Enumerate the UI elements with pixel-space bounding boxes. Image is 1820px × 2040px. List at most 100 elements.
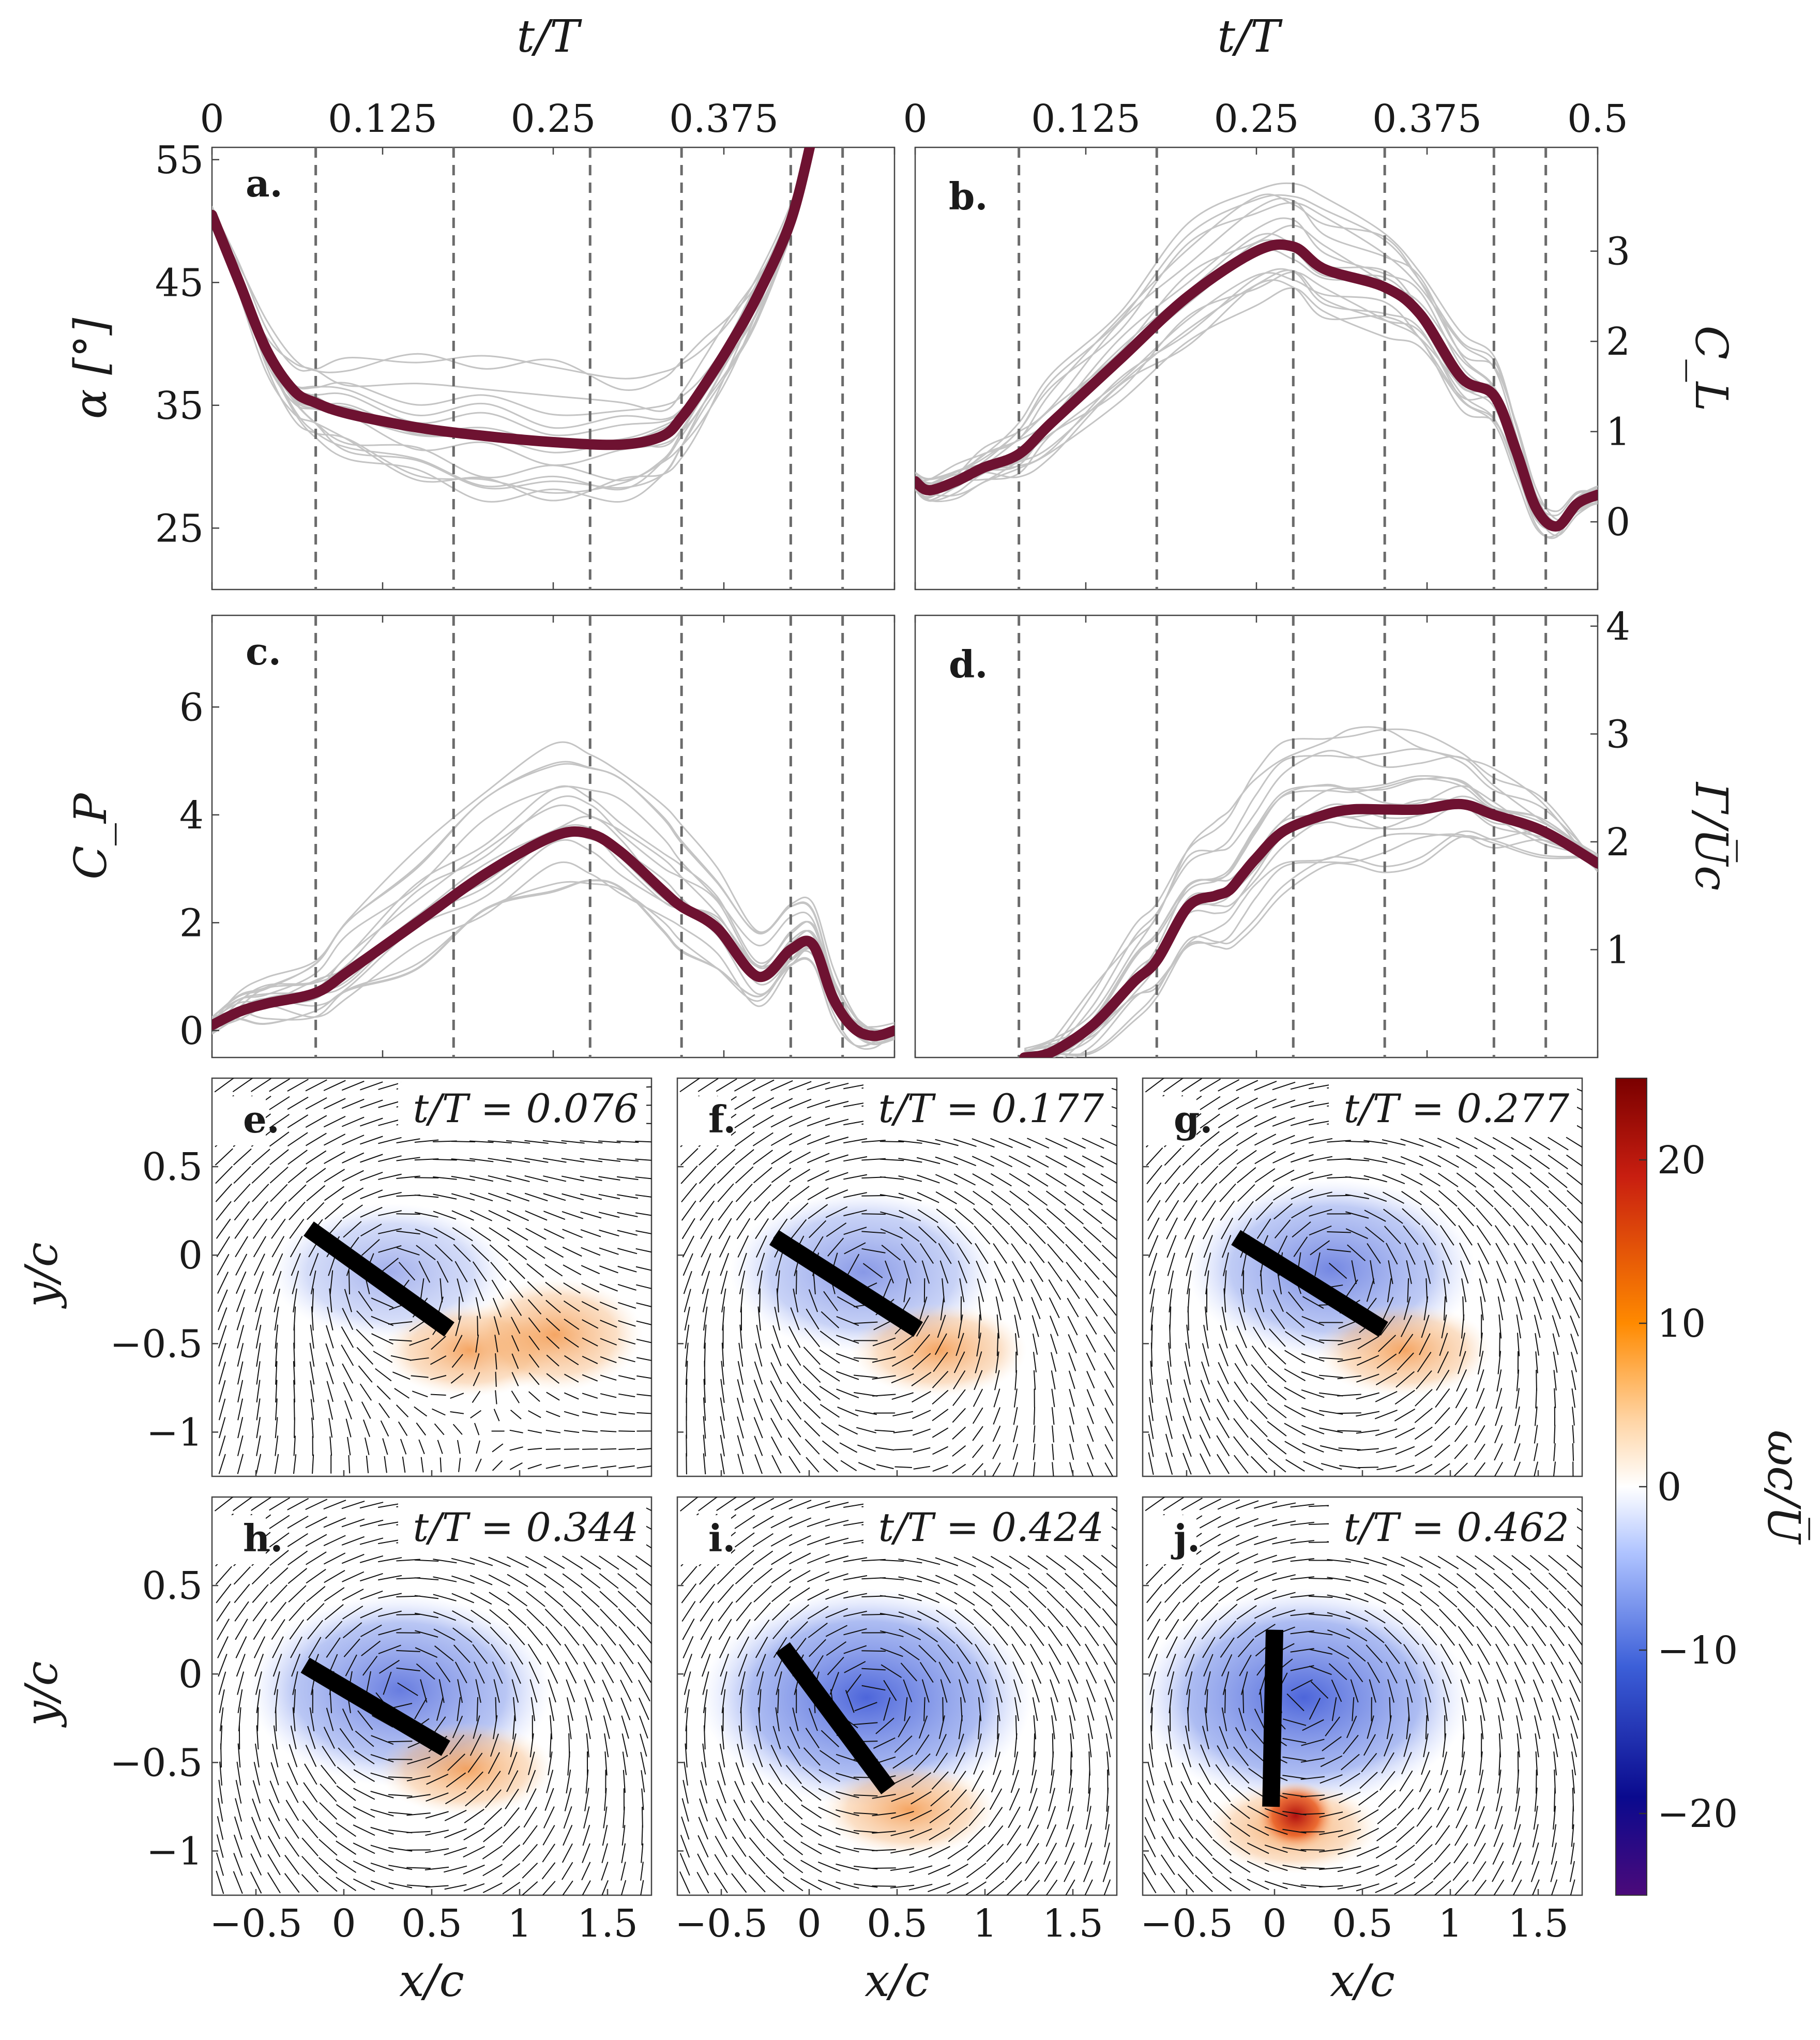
velocity-arrow	[604, 1751, 608, 1776]
ytick-label: 45	[155, 261, 204, 305]
velocity-arrow	[975, 1643, 989, 1665]
velocity-arrow	[1285, 1311, 1305, 1328]
flow-xtick-label: 0	[1262, 1901, 1286, 1946]
velocity-arrow	[1082, 1155, 1104, 1168]
velocity-arrow	[1511, 1573, 1530, 1590]
velocity-arrow	[825, 1625, 848, 1637]
velocity-arrow	[1497, 1697, 1504, 1721]
velocity-arrow	[256, 1689, 261, 1713]
plate-e	[304, 1221, 454, 1337]
velocity-arrow	[414, 1559, 439, 1562]
velocity-arrow	[598, 1212, 620, 1218]
velocity-arrow	[267, 1835, 281, 1857]
velocity-arrow	[1493, 1555, 1513, 1571]
velocity-arrow	[436, 1662, 451, 1683]
velocity-arrow	[1150, 1689, 1155, 1713]
velocity-arrow	[1201, 1603, 1219, 1621]
velocity-arrow	[293, 1288, 297, 1312]
velocity-arrow	[1382, 1139, 1406, 1146]
velocity-arrow	[1182, 1567, 1201, 1584]
velocity-arrow	[1063, 1138, 1086, 1149]
velocity-arrow	[453, 1335, 463, 1352]
velocity-arrow	[1102, 1626, 1117, 1646]
velocity-arrow	[1165, 1619, 1179, 1640]
velocity-arrow	[1358, 1467, 1379, 1469]
velocity-arrow	[1475, 1806, 1485, 1829]
velocity-arrow	[1290, 1558, 1314, 1562]
velocity-arrow	[453, 1644, 471, 1664]
velocity-arrow	[753, 1417, 763, 1439]
panel-label-c: c.	[246, 629, 281, 673]
velocity-arrow	[1535, 1351, 1538, 1373]
velocity-arrow	[1237, 1638, 1254, 1657]
velocity-arrow	[412, 1391, 428, 1398]
velocity-arrow	[1455, 1806, 1467, 1829]
velocity-arrow	[218, 1417, 226, 1439]
velocity-arrow	[1101, 1554, 1117, 1569]
velocity-arrow	[506, 1210, 529, 1221]
velocity-arrow	[581, 1283, 600, 1293]
velocity-arrow	[433, 1176, 457, 1180]
velocity-arrow	[994, 1370, 1000, 1391]
velocity-arrow	[1439, 1333, 1448, 1356]
velocity-arrow	[1385, 1243, 1398, 1265]
velocity-arrow	[976, 1333, 981, 1357]
velocity-arrow	[1237, 1622, 1256, 1639]
velocity-arrow	[1200, 1533, 1221, 1547]
velocity-arrow	[1033, 1462, 1036, 1476]
velocity-arrow	[382, 1438, 388, 1455]
velocity-arrow	[618, 1448, 635, 1450]
velocity-arrow	[524, 1788, 537, 1810]
velocity-arrow	[362, 1655, 378, 1676]
velocity-arrow	[359, 1502, 384, 1509]
velocity-arrow	[1493, 1824, 1504, 1847]
velocity-arrow	[1358, 1790, 1378, 1806]
velocity-arrow	[1250, 1382, 1268, 1401]
velocity-arrow	[289, 1602, 306, 1621]
velocity-arrow	[933, 1752, 948, 1773]
velocity-arrow	[1516, 1333, 1520, 1356]
velocity-arrow	[1512, 1190, 1530, 1207]
velocity-arrow	[580, 1193, 602, 1200]
velocity-arrow	[618, 1356, 635, 1363]
velocity-arrow	[770, 1133, 793, 1146]
velocity-arrow	[388, 1794, 413, 1797]
velocity-arrow	[880, 1228, 903, 1239]
velocity-arrow	[1272, 1556, 1296, 1563]
velocity-arrow	[582, 1626, 598, 1646]
velocity-arrow	[1030, 1770, 1037, 1793]
velocity-arrow	[685, 1342, 689, 1367]
velocity-arrow	[618, 1393, 635, 1398]
velocity-arrow	[618, 1302, 636, 1309]
velocity-arrow	[474, 1278, 484, 1302]
mean-line-d	[1019, 798, 1598, 1057]
velocity-arrow	[1290, 1119, 1314, 1126]
velocity-arrow	[803, 1420, 821, 1437]
velocity-arrow	[1529, 1154, 1550, 1170]
velocity-arrow	[879, 1612, 904, 1618]
velocity-arrow	[545, 1626, 562, 1646]
velocity-arrow	[1553, 1751, 1557, 1776]
velocity-arrow	[388, 1321, 413, 1325]
velocity-arrow	[697, 1853, 709, 1876]
velocity-arrow	[1320, 1445, 1343, 1452]
velocity-arrow	[783, 1821, 803, 1838]
velocity-arrow	[582, 1337, 598, 1347]
velocity-arrow	[1183, 1183, 1199, 1203]
velocity-arrow	[1548, 1554, 1568, 1571]
velocity-arrow	[786, 1363, 801, 1384]
velocity-arrow	[890, 1884, 915, 1888]
velocity-arrow	[1514, 1261, 1526, 1283]
velocity-arrow	[1443, 1278, 1447, 1303]
top-tick-label: 0.25	[1214, 97, 1299, 141]
velocity-arrow	[253, 1253, 265, 1276]
velocity-arrow	[452, 1227, 473, 1242]
velocity-arrow	[1417, 1352, 1432, 1372]
velocity-arrow	[1010, 1770, 1019, 1793]
velocity-arrow	[1032, 1333, 1038, 1355]
velocity-arrow	[854, 1702, 877, 1712]
velocity-arrow	[1534, 1715, 1541, 1739]
velocity-arrow	[1494, 1461, 1504, 1476]
velocity-arrow	[681, 1183, 697, 1203]
velocity-arrow	[1293, 1236, 1308, 1257]
